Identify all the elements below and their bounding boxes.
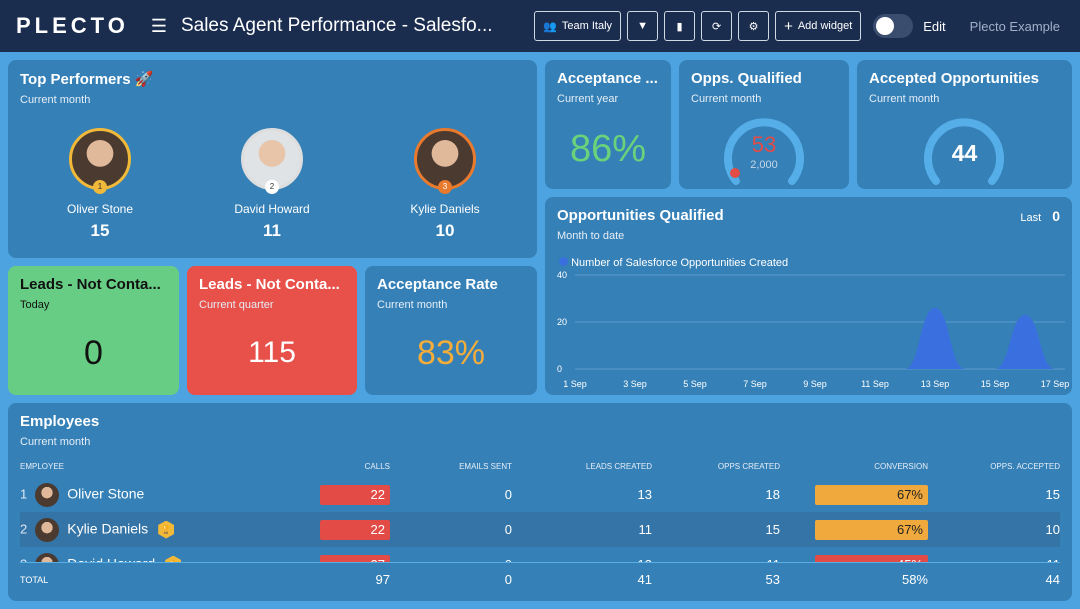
calls-value: 22 bbox=[320, 484, 390, 505]
calls-value: 27 bbox=[320, 554, 390, 562]
top-bar: PLECTO ☰ Sales Agent Performance - Sales… bbox=[0, 0, 1080, 52]
leads-value: 13 bbox=[637, 487, 652, 502]
avatar bbox=[35, 552, 60, 562]
opps-value: 15 bbox=[765, 522, 780, 537]
opps-value: 11 bbox=[652, 547, 781, 562]
plus-icon: + bbox=[784, 17, 793, 35]
team-filter-button[interactable]: 👥 Team Italy bbox=[534, 11, 622, 41]
filter-button[interactable]: ▼ bbox=[627, 11, 659, 41]
avatar: 1 bbox=[69, 128, 131, 194]
chart-legend[interactable]: Number of Salesforce Opportunities Creat… bbox=[559, 257, 788, 269]
accepted-value: 15 bbox=[1045, 487, 1060, 502]
table-row[interactable]: 2 Kylie Daniels 🏆 22 0 11 15 67% 10 bbox=[20, 512, 1060, 547]
conversion-value: 45% bbox=[815, 554, 928, 562]
x-tick-label: 5 Sep bbox=[683, 379, 707, 389]
avatar: 3 bbox=[414, 128, 476, 194]
gauge bbox=[724, 118, 804, 185]
edit-label: Edit bbox=[923, 18, 946, 34]
refresh-icon: ⟳ bbox=[711, 20, 722, 33]
rank: 3 bbox=[20, 556, 27, 562]
gauge-indicator bbox=[730, 168, 740, 178]
filter-icon: ▼ bbox=[637, 20, 648, 32]
emails-value: 0 bbox=[504, 487, 512, 502]
avatar bbox=[35, 517, 60, 542]
table-row[interactable]: 3 David Howard 🏆 27 0 13 11 45% 11 bbox=[20, 547, 1060, 562]
x-tick-label: 3 Sep bbox=[623, 379, 647, 389]
trophy-badge-icon: 🏆 bbox=[165, 555, 182, 562]
trophy-badge-icon: 🏆 bbox=[158, 520, 175, 539]
add-widget-button[interactable]: + Add widget bbox=[775, 11, 862, 41]
x-tick-label: 11 Sep bbox=[861, 379, 889, 389]
opps-qualified-widget: Opps. Qualified Current month 53 2,000 bbox=[679, 60, 849, 189]
top-performers-widget: Top Performers 🚀 Current month 1 Oliver S… bbox=[8, 60, 537, 258]
leads-quarter-widget: Leads - Not Conta... Current quarter 115 bbox=[187, 266, 357, 395]
opps-value: 18 bbox=[765, 487, 780, 502]
area-chart: 0 20 40 1 Sep 3 Sep 5 Sep 7 Sep 9 Sep 11 Sep 13 S… bbox=[557, 270, 1070, 389]
employee-name[interactable]: David Howard bbox=[67, 555, 155, 562]
organization-name[interactable]: Plecto Example bbox=[969, 18, 1060, 34]
gauge bbox=[924, 118, 1004, 185]
accepted-value: 11 bbox=[928, 547, 1061, 562]
x-tick-label: 15 Sep bbox=[981, 379, 1010, 389]
y-tick-label: 40 bbox=[557, 270, 567, 280]
emails-value: 0 bbox=[390, 547, 512, 562]
employee-name[interactable]: Oliver Stone bbox=[67, 484, 145, 501]
accepted-opportunities-widget: Accepted Opportunities Current month 44 bbox=[857, 60, 1072, 189]
acceptance-year-widget: Acceptance ... Current year 86% bbox=[545, 60, 671, 189]
leads-value: 13 bbox=[512, 547, 652, 562]
hamburger-menu-icon[interactable]: ☰ bbox=[150, 15, 167, 36]
x-tick-label: 17 Sep bbox=[1041, 379, 1070, 389]
employees-table-scroll[interactable]: EMPLOYEE CALLS EMAILS SENT LEADS CREATED OPP… bbox=[8, 456, 1072, 562]
acceptance-rate-widget: Acceptance Rate Current month 83% bbox=[365, 266, 537, 395]
avatar: 2 bbox=[241, 128, 303, 194]
conversion-value: 67% bbox=[815, 484, 928, 505]
employees-table: EMPLOYEE CALLS EMAILS SENT LEADS CREATED OPP… bbox=[20, 456, 1060, 562]
conversion-value: 67% bbox=[815, 519, 928, 540]
rank: 1 bbox=[20, 485, 28, 501]
plecto-logo: PLECTO bbox=[16, 13, 129, 38]
avatar bbox=[35, 482, 60, 507]
performer: 1 Oliver Stone 15 bbox=[30, 128, 170, 241]
calendar-icon: ▮ bbox=[676, 20, 683, 33]
area-series[interactable] bbox=[575, 307, 1055, 369]
x-tick-label: 7 Sep bbox=[743, 379, 767, 389]
performer: 2 David Howard 11 bbox=[202, 128, 342, 241]
refresh-button[interactable]: ⟳ bbox=[701, 11, 733, 41]
gear-icon: ⚙ bbox=[748, 20, 759, 33]
employees-total: TOTAL 97 0 41 53 58% 44 bbox=[20, 562, 1060, 597]
x-tick-label: 1 Sep bbox=[563, 379, 587, 389]
edit-toggle[interactable] bbox=[873, 14, 914, 38]
table-row[interactable]: 1 Oliver Stone 22 0 13 18 67% 15 bbox=[20, 477, 1060, 512]
leads-today-widget: Leads - Not Conta... Today 0 bbox=[8, 266, 179, 395]
accepted-value: 10 bbox=[1045, 522, 1060, 537]
emails-value: 0 bbox=[504, 522, 512, 537]
opportunities-chart-widget: Opportunities Qualified Month to date La… bbox=[545, 197, 1072, 395]
dashboard-title: Sales Agent Performance - Salesfo... bbox=[180, 15, 493, 36]
employee-name[interactable]: Kylie Daniels bbox=[67, 519, 149, 536]
x-tick-label: 13 Sep bbox=[921, 379, 950, 389]
calendar-button[interactable]: ▮ bbox=[664, 11, 696, 41]
legend-swatch bbox=[559, 257, 568, 266]
performer: 3 Kylie Daniels 10 bbox=[375, 128, 515, 241]
team-icon: 👥 bbox=[543, 20, 557, 33]
rank: 2 bbox=[20, 520, 28, 536]
y-tick-label: 0 bbox=[557, 364, 562, 374]
calls-value: 22 bbox=[320, 519, 390, 540]
y-tick-label: 20 bbox=[557, 317, 567, 327]
leads-value: 11 bbox=[638, 522, 653, 537]
settings-button[interactable]: ⚙ bbox=[738, 11, 770, 41]
x-tick-label: 9 Sep bbox=[803, 379, 827, 389]
employees-widget: Employees Current month EMPLOYEE CALLS EMA… bbox=[8, 403, 1072, 601]
last-value: Last 0 bbox=[1020, 208, 1060, 224]
